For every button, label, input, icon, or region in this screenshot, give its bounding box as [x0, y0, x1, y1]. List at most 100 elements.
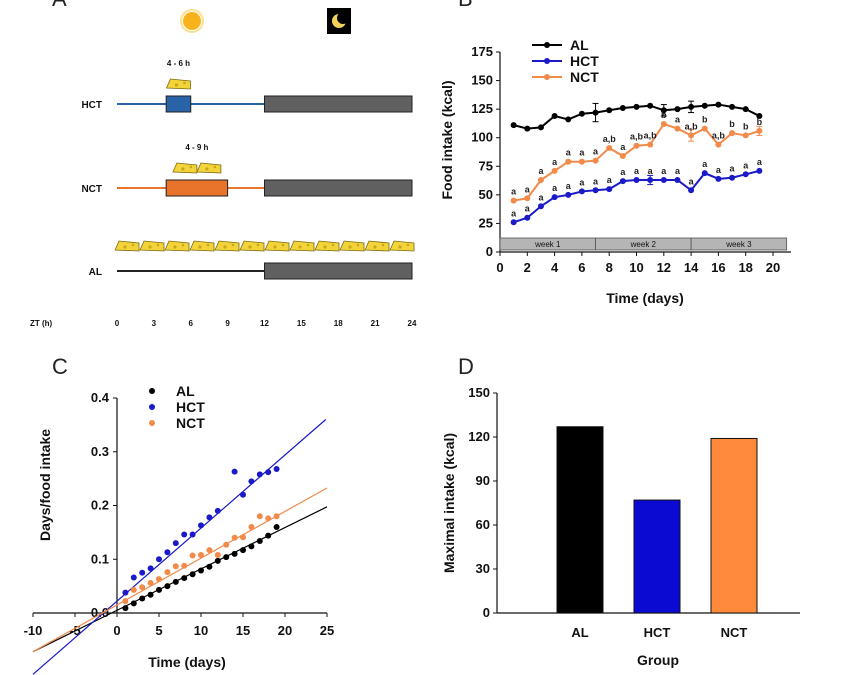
- significance-label-nct: a: [579, 148, 585, 158]
- panel-c-xtick-label: 25: [320, 623, 334, 638]
- scatter-point-al: [139, 595, 146, 602]
- significance-label-hct: a: [648, 166, 654, 176]
- cheese-icon-hole: [381, 243, 385, 247]
- cheese-icon: [164, 240, 190, 252]
- data-point-al: [647, 102, 654, 109]
- data-point-hct: [701, 170, 708, 177]
- bar-al: [556, 426, 604, 614]
- significance-label-hct: a: [661, 166, 667, 176]
- scatter-point-nct: [265, 515, 272, 522]
- scatter-point-al: [164, 583, 171, 590]
- scatter-point-hct: [248, 478, 255, 485]
- scatter-point-hct: [189, 531, 196, 538]
- panel-b-xtick-label: 0: [496, 260, 503, 275]
- scatter-point-nct: [147, 579, 154, 586]
- data-point-nct: [524, 195, 531, 202]
- scatter-point-nct: [214, 551, 221, 558]
- timeline-xtick-label: 3: [152, 319, 157, 328]
- significance-label-nct: b: [661, 110, 667, 120]
- week-bar-segment: [690, 237, 788, 251]
- scatter-point-al: [189, 571, 196, 578]
- panel-c-ytick-label: 0.3: [91, 444, 109, 459]
- data-point-nct: [660, 121, 667, 127]
- panel-b: B Food intake (kcal) Time (days) 0 25 50 75…: [439, 0, 791, 306]
- feeding-window-bar: [165, 179, 229, 197]
- scatter-point-hct: [172, 540, 179, 547]
- legend-label-al: AL: [176, 383, 195, 399]
- significance-label-hct: a: [552, 183, 558, 193]
- cheese-icon: [364, 240, 390, 252]
- data-point-hct: [619, 178, 626, 185]
- panel-b-ytick-label: 100: [471, 130, 493, 145]
- scatter-point-nct: [198, 551, 204, 558]
- significance-label-hct: a: [743, 160, 749, 170]
- panel-b-ytick-label: 150: [471, 73, 493, 88]
- scatter-point-al: [130, 600, 137, 607]
- data-point-hct: [660, 177, 667, 183]
- cheese-icon-hole: [189, 165, 193, 169]
- cheese-icon-body: [164, 240, 190, 252]
- panel-d-ytick-label: 120: [468, 429, 490, 444]
- panel-b-letter: B: [458, 0, 473, 11]
- scatter-point-nct: [156, 576, 162, 583]
- significance-label-nct: a: [552, 157, 558, 167]
- legend-marker-al: [544, 42, 550, 48]
- cheese-icon-hole: [131, 243, 135, 247]
- cheese-icon: [172, 162, 198, 174]
- week-bar-label: week 3: [725, 240, 752, 249]
- scatter-point-nct: [189, 552, 196, 559]
- scatter-point-hct: [156, 556, 162, 563]
- cheese-icon-hole: [331, 243, 335, 247]
- data-point-hct: [565, 191, 572, 198]
- data-point-hct: [756, 167, 763, 174]
- scatter-point-nct: [130, 586, 137, 593]
- data-point-hct: [592, 187, 599, 194]
- timeline-group-label: HCT: [81, 100, 102, 111]
- panel-d-xtick-label: NCT: [721, 625, 748, 640]
- significance-label-nct: a,b: [603, 134, 617, 144]
- significance-label-hct: a: [579, 177, 585, 187]
- panel-d-ytick-label: 0: [483, 605, 490, 620]
- panel-d-letter: D: [458, 354, 474, 379]
- data-point-hct: [578, 188, 585, 195]
- scatter-point-hct: [181, 531, 188, 538]
- data-point-hct: [674, 177, 681, 183]
- data-point-hct: [606, 186, 613, 193]
- cheese-icon-hole: [248, 245, 252, 249]
- scatter-point-nct: [172, 563, 179, 570]
- scatter-point-hct: [139, 569, 146, 576]
- scatter-point-nct: [164, 569, 171, 576]
- cheese-icon-body: [389, 240, 415, 252]
- panel-d-ylabel: Maximal intake (kcal): [441, 433, 457, 573]
- panel-b-ytick-label: 0: [486, 244, 493, 259]
- cheese-icon-hole: [206, 243, 210, 247]
- cheese-icon: [139, 240, 165, 252]
- data-point-nct: [592, 157, 599, 164]
- data-point-hct: [510, 219, 517, 226]
- data-point-nct: [537, 177, 544, 183]
- bar-hct: [633, 499, 681, 614]
- scatter-point-nct: [206, 547, 213, 554]
- significance-label-nct: a,b: [630, 132, 644, 142]
- significance-label-nct: a: [593, 147, 599, 157]
- cheese-icon: [239, 240, 265, 252]
- panel-d: D Maximal intake (kcal) Group 0 30 60 90 120…: [441, 354, 800, 668]
- data-point-al: [742, 106, 749, 113]
- panel-d-xtick-label: HCT: [644, 625, 671, 640]
- data-point-nct: [606, 145, 613, 151]
- legend-label-hct: HCT: [570, 53, 599, 69]
- legend-label-al: AL: [570, 37, 589, 53]
- data-point-al: [606, 107, 613, 114]
- scatter-point-nct: [240, 534, 246, 541]
- panel-b-xtick-label: 12: [657, 260, 671, 275]
- cheese-icon: [214, 240, 240, 252]
- cheese-icon-hole: [356, 243, 360, 247]
- significance-label-hct: a: [538, 192, 544, 202]
- significance-label-nct: a: [566, 148, 572, 158]
- cheese-icon-hole: [348, 245, 352, 249]
- legend-marker-nct: [149, 420, 155, 426]
- cheese-icon-body: [172, 162, 198, 174]
- panel-b-xtick-label: 18: [738, 260, 752, 275]
- scatter-point-hct: [256, 471, 263, 478]
- scatter-point-al: [156, 586, 162, 593]
